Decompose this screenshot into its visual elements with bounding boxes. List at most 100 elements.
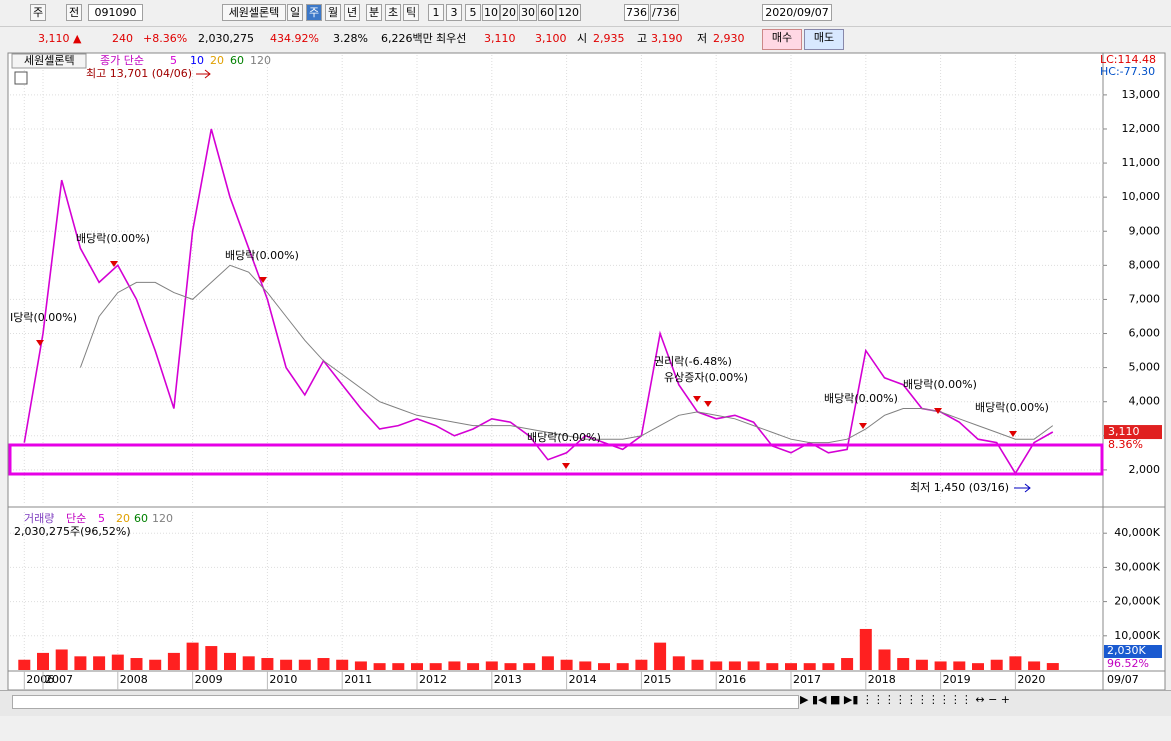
volume-bar xyxy=(149,659,162,670)
volume-bar xyxy=(186,642,199,670)
volume-bar xyxy=(242,656,255,670)
x-tick-label: 2015 xyxy=(643,673,671,686)
toolbar-item[interactable]: 틱 xyxy=(403,4,419,21)
volume-bar xyxy=(990,659,1003,670)
legend-item: 20 xyxy=(116,512,130,525)
toolbar-item[interactable]: /736 xyxy=(650,4,679,21)
price-line xyxy=(79,264,1054,444)
toolbar-item[interactable]: 년 xyxy=(344,4,360,21)
hts-window: 주 전 091090 세원셀론텍 일 주 월 년 분 초 틱 1 3 5 10 20 30 60 120 736/73… xyxy=(0,4,1171,716)
chart-name: 거래량 xyxy=(24,512,54,525)
volume-bar xyxy=(1028,661,1041,670)
toolbar-item[interactable]: 월 xyxy=(325,4,341,21)
quote-field: 저 xyxy=(697,32,708,45)
x-tick-label: 2017 xyxy=(793,673,821,686)
toolbar-item[interactable]: 분 xyxy=(366,4,382,21)
last-price-box xyxy=(1104,425,1162,440)
event-marker xyxy=(704,401,712,407)
arrow xyxy=(196,69,211,79)
x-tick-label: 2018 xyxy=(868,673,896,686)
event-marker xyxy=(859,423,867,429)
annotation: 배당락(0.00%) xyxy=(76,232,150,245)
y-tick-label: 9,000 xyxy=(1129,224,1161,237)
toolbar-item[interactable]: 091090 xyxy=(88,4,143,21)
annotation: 배당락(0.00%) xyxy=(225,249,299,262)
volume-bar xyxy=(523,663,536,670)
sell-button[interactable]: 매도 xyxy=(804,29,844,50)
toolbar-item[interactable]: 120 xyxy=(556,4,581,21)
quote-field: 고 xyxy=(637,32,648,45)
volume-bar xyxy=(616,663,629,670)
volume-bar xyxy=(541,656,554,670)
y-tick-label: 10,000K xyxy=(1114,629,1160,642)
volume-bar xyxy=(485,661,498,670)
toolbar-item[interactable]: 60 xyxy=(538,4,556,21)
scrollbar: ▶ ▮◀ ■ ▶▮ ⋮⋮⋮⋮⋮⋮⋮⋮⋮⋮ ↔ − + xyxy=(0,690,1171,716)
toolbar-item[interactable]: 초 xyxy=(385,4,401,21)
volume-bar xyxy=(803,663,816,670)
volume-bar xyxy=(429,663,442,670)
volume-bar xyxy=(654,642,667,670)
chart-frame xyxy=(7,52,1166,691)
scroll-controls[interactable]: ▶ ▮◀ ■ ▶▮ ⋮⋮⋮⋮⋮⋮⋮⋮⋮⋮ ↔ − + xyxy=(800,693,1011,706)
toolbar-item[interactable]: 2020/09/07 xyxy=(762,4,832,21)
volume-bar xyxy=(411,663,423,670)
toolbar-item[interactable]: 20 xyxy=(500,4,518,21)
legend-item: 10 xyxy=(190,54,204,67)
volume-bar xyxy=(915,659,928,670)
toolbar-item[interactable]: 5 xyxy=(465,4,481,21)
legend-item: 60 xyxy=(134,512,148,525)
quote-field: 3,190 xyxy=(651,32,683,45)
volume-bar xyxy=(448,661,461,670)
toolbar-item[interactable]: 3 xyxy=(446,4,462,21)
volume-bar xyxy=(261,658,274,670)
x-tick-label: 2012 xyxy=(419,673,447,686)
volume-bar xyxy=(747,661,760,670)
event-marker xyxy=(1009,431,1017,437)
scroll-track[interactable] xyxy=(12,695,799,709)
annotation: 최저 1,450 (03/16) xyxy=(910,481,1009,494)
buy-button[interactable]: 매수 xyxy=(762,29,802,50)
toolbar-item[interactable]: 전 xyxy=(66,4,82,21)
toolbar-item[interactable]: 세원셀론텍 xyxy=(222,4,286,21)
toolbar-item[interactable]: 10 xyxy=(482,4,500,21)
volume-bar xyxy=(280,659,293,670)
volume-bar xyxy=(972,663,984,670)
quote-field: 434.92% xyxy=(270,32,319,45)
x-tick-label: 2007 xyxy=(45,673,73,686)
quote-field: 시 xyxy=(577,32,588,45)
event-marker xyxy=(934,408,942,414)
volume-bar xyxy=(672,656,685,670)
volume-bar xyxy=(841,658,854,670)
x-tick-label: 2014 xyxy=(569,673,597,686)
y-tick-label: 20,000K xyxy=(1114,595,1160,608)
volume-bar xyxy=(130,658,143,670)
annotation: 배당락(0.00%) xyxy=(824,392,898,405)
toolbar-item[interactable]: 30 xyxy=(519,4,537,21)
annotation: I당락(0.00%) xyxy=(10,311,77,324)
toolbar-item[interactable]: 주 xyxy=(306,4,322,21)
annotation: 최고 13,701 (04/06) xyxy=(86,67,192,80)
volume-bar xyxy=(710,661,723,670)
annotation: 배당락(0.00%) xyxy=(903,378,977,391)
y-tick-label: 11,000 xyxy=(1122,156,1161,169)
legend-item: 120 xyxy=(152,512,173,525)
legend-item: 60 xyxy=(230,54,244,67)
bottom-label: HC:-77.30 xyxy=(1100,65,1155,78)
volume-bar xyxy=(785,663,797,670)
quote-field: 2,930 xyxy=(713,32,745,45)
quote-field: 6,226백만 xyxy=(381,32,433,45)
volume-bar xyxy=(111,654,124,670)
toolbar-item[interactable]: 736 xyxy=(624,4,649,21)
x-tick-label: 2013 xyxy=(494,673,522,686)
toolbar-item[interactable]: 1 xyxy=(428,4,444,21)
chart: 2,0003,0004,0005,0006,0007,0008,0009,000… xyxy=(7,52,1166,691)
volume-bar xyxy=(598,663,610,670)
legend-box xyxy=(11,53,87,69)
toolbar-item[interactable]: 일 xyxy=(287,4,303,21)
y-tick-label: 10,000 xyxy=(1122,190,1161,203)
quote-field: 3,110 xyxy=(484,32,516,45)
quote-field: 최우선 xyxy=(436,32,467,45)
toolbar-item[interactable]: 주 xyxy=(30,4,46,21)
volume-summary: 2,030,275주(96,52%) xyxy=(14,525,131,538)
